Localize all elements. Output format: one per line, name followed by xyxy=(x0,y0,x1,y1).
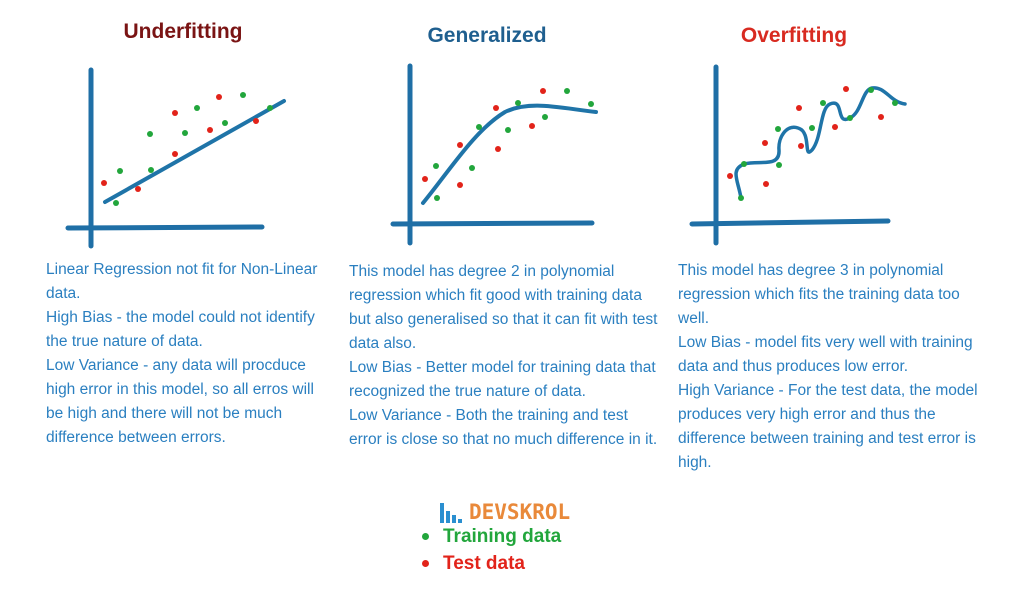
test-point xyxy=(457,142,463,148)
test-point xyxy=(457,182,463,188)
generalized-desc-bias: Low Bias - Better model for training dat… xyxy=(349,359,656,400)
generalized-plot xyxy=(390,63,598,246)
overfitting-training-points xyxy=(738,87,898,201)
test-point xyxy=(253,118,259,124)
training-point xyxy=(738,195,744,201)
training-bullet-icon xyxy=(422,533,429,541)
title-generalized: Generalized xyxy=(427,24,547,47)
training-point xyxy=(542,114,548,120)
training-point xyxy=(434,195,440,201)
training-point xyxy=(515,100,521,106)
legend-training: Training data xyxy=(422,526,561,548)
test-point xyxy=(798,143,804,149)
underfitting-desc-bias: High Bias - the model could not identify… xyxy=(46,309,315,350)
training-point xyxy=(892,100,898,106)
test-point xyxy=(216,94,222,100)
generalized-desc-line: This model has degree 2 in polynomial re… xyxy=(349,263,658,352)
test-point xyxy=(529,123,535,129)
underfitting-plot xyxy=(65,67,286,249)
training-point xyxy=(564,88,570,94)
test-point xyxy=(207,127,213,133)
logo-text: DEVSKROL xyxy=(469,500,571,524)
underfitting-fit-line xyxy=(103,99,286,204)
overfitting-desc-variance: High Variance - For the test data, the m… xyxy=(678,382,978,471)
training-point xyxy=(505,127,511,133)
underfitting-desc-line: Linear Regression not fit for Non-Linear… xyxy=(46,261,318,302)
training-point xyxy=(820,100,826,106)
generalized-description: This model has degree 2 in polynomial re… xyxy=(349,260,659,452)
training-point xyxy=(847,115,853,121)
legend-test-label: Test data xyxy=(443,553,526,574)
test-point xyxy=(101,180,107,186)
generalized-desc-variance: Low Variance - Both the training and tes… xyxy=(349,407,658,448)
test-point xyxy=(135,186,141,192)
legend-training-label: Training data xyxy=(443,526,562,547)
test-point xyxy=(172,151,178,157)
test-point xyxy=(832,124,838,130)
test-point xyxy=(172,110,178,116)
test-point xyxy=(763,181,769,187)
bar-chart-icon xyxy=(440,503,462,523)
test-point xyxy=(727,173,733,179)
training-point xyxy=(476,124,482,130)
title-underfitting: Underfitting xyxy=(123,20,243,43)
underfitting-x-axis xyxy=(65,224,265,231)
training-point xyxy=(148,167,154,173)
training-point xyxy=(182,130,188,136)
training-point xyxy=(809,125,815,131)
test-point xyxy=(493,105,499,111)
overfitting-description: This model has degree 3 in polynomial re… xyxy=(678,259,988,475)
overfitting-x-axis xyxy=(689,218,891,227)
generalized-test-points xyxy=(422,88,546,188)
training-point xyxy=(113,200,119,206)
training-point xyxy=(147,131,153,137)
test-point xyxy=(878,114,884,120)
training-point xyxy=(194,105,200,111)
test-bullet-icon xyxy=(422,560,429,568)
training-point xyxy=(433,163,439,169)
training-point xyxy=(117,168,123,174)
devskrol-logo: DEVSKROL xyxy=(440,501,570,523)
underfitting-training-points xyxy=(113,92,273,206)
test-point xyxy=(540,88,546,94)
underfitting-desc-variance: Low Variance - any data will procduce hi… xyxy=(46,357,314,446)
title-overfitting: Overfitting xyxy=(740,24,848,47)
overfitting-desc-line: This model has degree 3 in polynomial re… xyxy=(678,262,960,327)
training-point xyxy=(741,161,747,167)
training-point xyxy=(469,165,475,171)
generalized-fit-curve xyxy=(421,103,598,205)
training-point xyxy=(588,101,594,107)
training-point xyxy=(776,162,782,168)
training-point xyxy=(868,87,874,93)
test-point xyxy=(422,176,428,182)
generalized-training-points xyxy=(433,88,594,201)
test-point xyxy=(796,105,802,111)
test-point xyxy=(843,86,849,92)
overfitting-fit-curve xyxy=(734,86,907,200)
legend-test: Test data xyxy=(422,553,525,575)
overfitting-desc-bias: Low Bias - model fits very well with tra… xyxy=(678,334,973,375)
generalized-x-axis xyxy=(390,220,595,227)
training-point xyxy=(775,126,781,132)
test-point xyxy=(762,140,768,146)
underfitting-test-points xyxy=(101,94,259,192)
training-point xyxy=(240,92,246,98)
overfitting-plot xyxy=(689,64,907,246)
test-point xyxy=(495,146,501,152)
overfitting-test-points xyxy=(727,86,884,187)
training-point xyxy=(267,105,273,111)
underfitting-description: Linear Regression not fit for Non-Linear… xyxy=(46,258,331,450)
training-point xyxy=(222,120,228,126)
